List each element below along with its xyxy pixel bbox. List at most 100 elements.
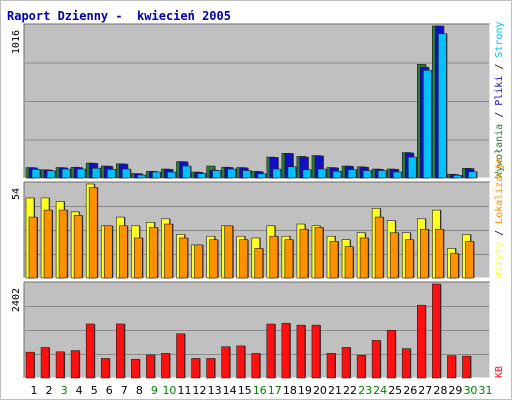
- x-axis-label-day-20: 20: [313, 384, 327, 397]
- bar-top-Strony-22: [347, 169, 357, 179]
- bar-bottom-KB-21: [326, 353, 336, 379]
- legend-entry: /: [494, 58, 505, 76]
- y-axis-max-label: 1016: [11, 30, 22, 54]
- bar-top-Strony-9: [152, 171, 161, 179]
- bar-middle-Lokalizacje-14: [224, 225, 233, 279]
- bar-top-Strony-27: [422, 69, 432, 179]
- bar-middle-Lokalizacje-30: [465, 241, 474, 279]
- bar-bottom-KB-15: [236, 345, 245, 379]
- bar-top-Strony-5: [91, 167, 101, 179]
- bar-middle-Lokalizacje-15: [239, 239, 248, 279]
- bar-bottom-KB-10: [161, 353, 170, 379]
- x-axis-label-day-11: 11: [178, 384, 192, 397]
- legend-entry: KB: [494, 366, 505, 378]
- bar-bottom-KB-17: [266, 323, 276, 379]
- bar-bottom-KB-22: [341, 347, 351, 379]
- legend-entry: /: [494, 224, 505, 242]
- right-legend-middle: Wizyty / Lokalizacje: [494, 158, 505, 278]
- x-axis-label-day-21: 21: [328, 384, 342, 397]
- right-legend-bottom: KB: [494, 366, 505, 378]
- bar-top-Strony-25: [392, 171, 402, 179]
- x-axis-label-day-10: 10: [162, 384, 176, 397]
- right-legend-top: Wywołania / Pliki / Strony: [494, 21, 505, 178]
- bar-bottom-KB-12: [191, 358, 200, 379]
- bar-bottom-KB-3: [55, 351, 65, 379]
- bar-top-Strony-14: [227, 168, 236, 179]
- legend-entry: Lokalizacje: [494, 158, 505, 224]
- x-axis-label-day-6: 6: [106, 384, 113, 397]
- bar-bottom-KB-26: [401, 348, 411, 379]
- x-axis-label-day-2: 2: [46, 384, 53, 397]
- bar-top-Strony-21: [332, 170, 342, 179]
- bar-top-Strony-1: [31, 169, 41, 179]
- x-axis-label-day-14: 14: [223, 384, 237, 397]
- bar-bottom-KB-16: [251, 353, 261, 379]
- legend-entry: Wywołania: [494, 124, 505, 178]
- bar-top-Strony-11: [182, 165, 191, 179]
- bar-middle-Lokalizacje-19: [299, 228, 309, 279]
- bar-middle-Lokalizacje-2: [43, 209, 53, 279]
- bar-middle-Lokalizacje-7: [119, 225, 128, 279]
- legend-entry: Pliki: [494, 76, 505, 106]
- bar-top-Strony-10: [167, 171, 176, 179]
- bar-middle-Lokalizacje-12: [194, 244, 203, 279]
- bar-top-Strony-17: [272, 168, 282, 179]
- bar-bottom-KB-18: [281, 322, 291, 379]
- x-axis-label-day-24: 24: [373, 384, 387, 397]
- x-axis-label-day-23: 23: [358, 384, 372, 397]
- x-axis-label-day-27: 27: [418, 384, 432, 397]
- bar-top-Strony-8: [137, 174, 146, 179]
- bar-bottom-KB-7: [116, 323, 125, 379]
- legend-entry: Wizyty: [494, 242, 505, 278]
- x-axis-label-day-28: 28: [433, 384, 447, 397]
- x-axis-label-day-4: 4: [76, 384, 83, 397]
- bar-middle-Lokalizacje-17: [269, 235, 279, 279]
- bar-top-Strony-26: [407, 156, 417, 179]
- bar-top-Strony-30: [468, 171, 477, 179]
- x-axis-label-day-15: 15: [238, 384, 252, 397]
- bar-middle-Lokalizacje-11: [179, 237, 188, 279]
- bar-top-Strony-7: [122, 168, 131, 179]
- bar-middle-Lokalizacje-6: [103, 225, 113, 279]
- bar-middle-Lokalizacje-21: [329, 241, 339, 279]
- bar-top-Strony-6: [106, 169, 116, 179]
- bar-top-Strony-19: [302, 169, 312, 179]
- x-axis-label-day-12: 12: [193, 384, 207, 397]
- bar-middle-Lokalizacje-18: [284, 239, 294, 279]
- x-axis-label-day-3: 3: [61, 384, 68, 397]
- bar-bottom-KB-24: [371, 340, 381, 379]
- x-axis-label-day-25: 25: [388, 384, 402, 397]
- bar-bottom-KB-23: [356, 355, 366, 379]
- bar-bottom-KB-19: [296, 324, 306, 379]
- bar-bottom-KB-11: [176, 333, 185, 379]
- bar-bottom-KB-20: [311, 324, 321, 379]
- bar-top-Strony-23: [362, 170, 372, 179]
- bar-middle-Lokalizacje-13: [209, 239, 218, 279]
- x-axis-label-day-7: 7: [121, 384, 128, 397]
- bar-middle-Lokalizacje-27: [419, 228, 429, 279]
- bar-middle-Lokalizacje-20: [314, 227, 324, 279]
- bar-bottom-KB-4: [70, 350, 80, 379]
- bar-bottom-KB-29: [447, 355, 456, 379]
- bar-bottom-KB-1: [25, 351, 35, 379]
- x-axis-label-day-13: 13: [208, 384, 222, 397]
- bar-top-Strony-20: [317, 168, 327, 179]
- bar-middle-Lokalizacje-22: [344, 246, 354, 279]
- y-axis-max-label: 2402: [11, 288, 22, 312]
- x-axis-label-day-30: 30: [463, 384, 477, 397]
- x-axis-label-day-5: 5: [91, 384, 98, 397]
- bar-top-Strony-28: [438, 33, 447, 179]
- bar-middle-Lokalizacje-26: [404, 239, 414, 279]
- bar-bottom-KB-25: [386, 329, 396, 379]
- bar-middle-Lokalizacje-5: [88, 187, 98, 279]
- bar-bottom-KB-8: [131, 358, 140, 379]
- x-axis-label-day-18: 18: [283, 384, 297, 397]
- bar-top-Strony-3: [61, 168, 71, 179]
- bar-top-Strony-13: [212, 170, 221, 179]
- x-axis-label-day-17: 17: [268, 384, 282, 397]
- x-axis-label-day-8: 8: [136, 384, 143, 397]
- x-axis-label-day-9: 9: [151, 384, 158, 397]
- bar-middle-Lokalizacje-3: [58, 209, 68, 279]
- x-axis-label-day-31: 31: [479, 384, 493, 397]
